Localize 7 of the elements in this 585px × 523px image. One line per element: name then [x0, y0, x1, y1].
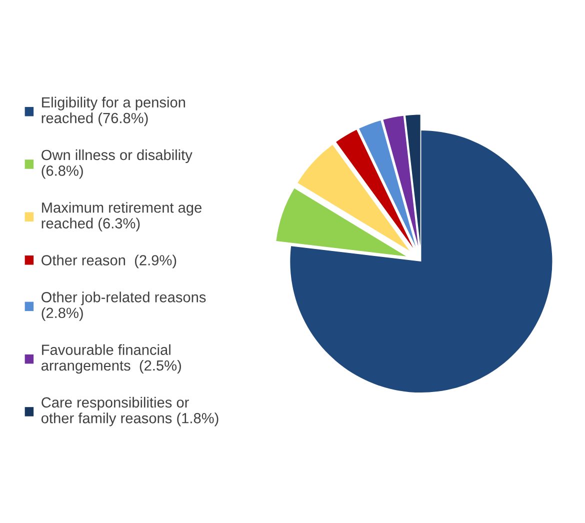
legend-label: Eligibility for a pension reached (76.8%) — [42, 96, 186, 126]
legend-label: Favourable financial arrangements (2.5%) — [41, 344, 181, 374]
legend-label: Maximum retirement age reached (6.3%) — [42, 202, 202, 232]
legend-label: Other job-related reasons (2.8%) — [42, 292, 206, 321]
legend-label: Own illness or disability (6.8%) — [42, 149, 192, 179]
legend-label: Care responsibilities or other family reasons (1.8%) — [41, 396, 218, 426]
legend-label: Other reason (2.9%) — [42, 254, 176, 268]
